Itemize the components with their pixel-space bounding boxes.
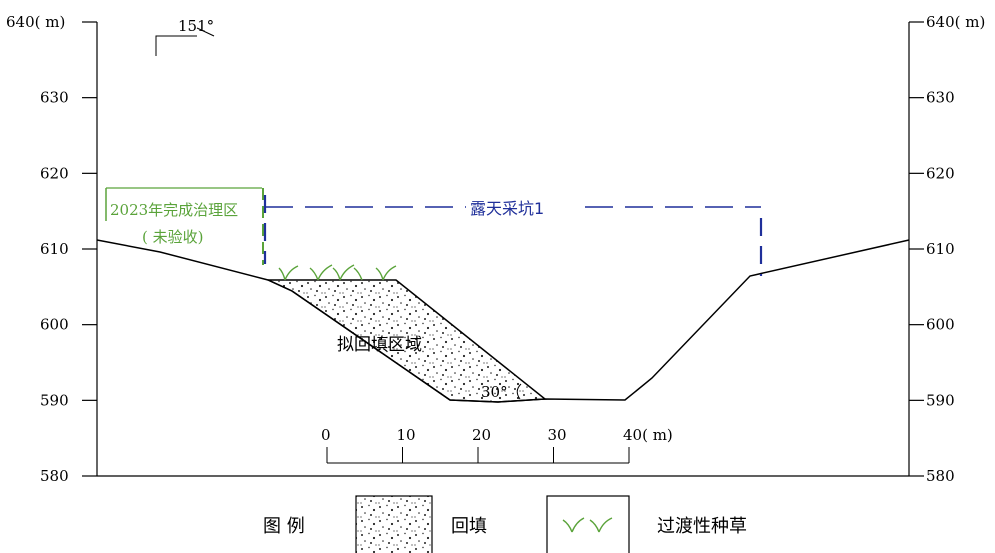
pit-label-bg [466, 196, 576, 218]
pit-label: 露天采坑1 [470, 199, 544, 218]
left-tick-label-620: 620 [40, 164, 69, 182]
left-tick-label-590: 590 [40, 391, 69, 409]
legend-backfill-swatch [355, 495, 433, 553]
scale-bar-label-0: 0 [321, 426, 331, 444]
scale-bar: 0 10 20 30 40( m) [321, 426, 673, 464]
left-axis-ticks: 630 620 610 600 590 580 [40, 89, 97, 485]
slope-angle-label: 30° [481, 383, 508, 401]
scale-bar-label-30: 30 [548, 426, 567, 444]
grass-symbols [278, 264, 397, 281]
treated-zone-line2: ( 未验收) [142, 228, 203, 246]
orientation-marker [155, 35, 197, 56]
left-tick-label-600: 600 [40, 316, 69, 334]
right-tick-label-630: 630 [926, 89, 955, 107]
legend-grass-swatch [546, 495, 630, 553]
left-tick-label-630: 630 [40, 89, 69, 107]
right-axis-ticks: 630 620 610 600 590 580 [909, 89, 955, 485]
right-tick-label-620: 620 [926, 164, 955, 182]
right-tick-label-610: 610 [926, 240, 955, 258]
terrain-profile [96, 239, 910, 403]
backfill-area-label: 拟回填区域 [337, 335, 422, 355]
legend-grass-label: 过渡性种草 [657, 516, 747, 537]
scale-bar-label-10: 10 [397, 426, 416, 444]
legend-backfill-label: 回填 [451, 516, 487, 537]
left-tick-label-580: 580 [40, 467, 69, 485]
right-tick-label-590: 590 [926, 391, 955, 409]
right-axis-unit-label: 640( m) [926, 13, 985, 31]
legend-title: 图 例 [263, 516, 305, 537]
legend-grass-icon [562, 517, 613, 533]
right-tick-label-580: 580 [926, 467, 955, 485]
scale-bar-label-40: 40( m) [623, 426, 673, 444]
right-tick-label-600: 600 [926, 316, 955, 334]
slope-angle-arc [516, 383, 522, 400]
treated-zone-line1: 2023年完成治理区 [110, 201, 238, 219]
scale-bar-label-20: 20 [472, 426, 491, 444]
left-axis-unit-label: 640( m) [6, 13, 65, 31]
orientation-arrow [196, 27, 215, 37]
left-tick-label-610: 610 [40, 240, 69, 258]
orientation-label: 151° [178, 17, 214, 35]
